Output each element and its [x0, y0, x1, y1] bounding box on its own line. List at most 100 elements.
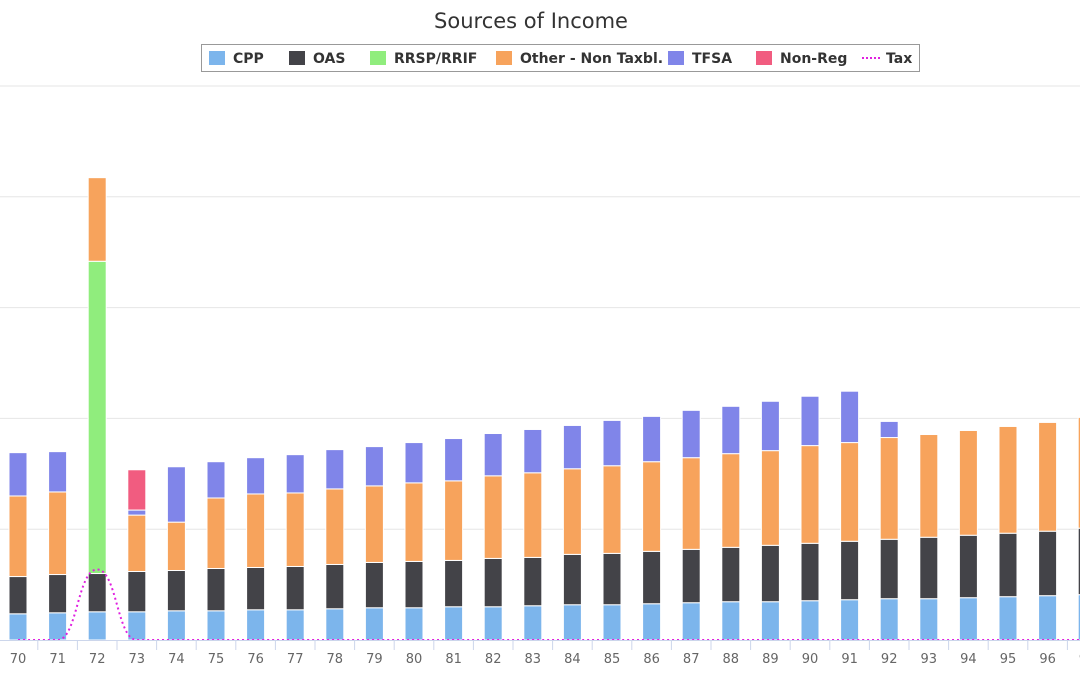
- bar-segment[interactable]: [483, 475, 503, 559]
- bar-segment[interactable]: [879, 538, 899, 600]
- bar-segment[interactable]: [483, 433, 503, 477]
- bar-stack[interactable]: [919, 434, 939, 641]
- bar-segment[interactable]: [404, 442, 424, 484]
- bar-segment[interactable]: [285, 609, 305, 641]
- legend-item[interactable]: Other - Non Taxbl.: [496, 51, 663, 67]
- bar-stack[interactable]: [760, 400, 780, 641]
- bar-segment[interactable]: [166, 569, 186, 612]
- bar-segment[interactable]: [602, 604, 622, 641]
- bar-segment[interactable]: [48, 574, 68, 614]
- bar-segment[interactable]: [87, 260, 107, 575]
- bar-segment[interactable]: [166, 466, 186, 523]
- legend-item[interactable]: Non-Reg: [756, 51, 847, 67]
- bar-segment[interactable]: [483, 606, 503, 641]
- bar-segment[interactable]: [721, 453, 741, 548]
- bar-segment[interactable]: [206, 497, 226, 569]
- bar-segment[interactable]: [998, 532, 1018, 598]
- bar-segment[interactable]: [285, 565, 305, 611]
- bar-segment[interactable]: [562, 424, 582, 470]
- bar-segment[interactable]: [48, 451, 68, 493]
- bar-segment[interactable]: [958, 429, 978, 536]
- bar-stack[interactable]: [87, 177, 107, 641]
- bar-segment[interactable]: [958, 534, 978, 599]
- bar-segment[interactable]: [721, 601, 741, 641]
- bar-segment[interactable]: [127, 611, 147, 641]
- bar-segment[interactable]: [958, 597, 978, 641]
- bar-segment[interactable]: [642, 550, 662, 605]
- legend-item[interactable]: Tax: [862, 51, 912, 67]
- bar-segment[interactable]: [246, 493, 266, 568]
- bar-stack[interactable]: [246, 457, 266, 641]
- bar-segment[interactable]: [602, 419, 622, 467]
- bar-segment[interactable]: [919, 598, 939, 641]
- bar-segment[interactable]: [127, 571, 147, 613]
- bar-segment[interactable]: [800, 445, 820, 544]
- bar-segment[interactable]: [721, 405, 741, 455]
- bar-segment[interactable]: [562, 468, 582, 555]
- bar-stack[interactable]: [800, 395, 820, 641]
- bar-stack[interactable]: [8, 452, 28, 641]
- bar-segment[interactable]: [404, 607, 424, 641]
- legend-item[interactable]: RRSP/RRIF: [370, 51, 477, 67]
- bar-segment[interactable]: [8, 452, 28, 497]
- bar-segment[interactable]: [602, 465, 622, 554]
- bar-segment[interactable]: [1077, 527, 1080, 596]
- bar-segment[interactable]: [840, 540, 860, 601]
- bar-stack[interactable]: [1077, 416, 1080, 641]
- bar-segment[interactable]: [48, 491, 68, 576]
- bar-segment[interactable]: [364, 607, 384, 641]
- bar-segment[interactable]: [642, 415, 662, 463]
- bar-stack[interactable]: [364, 446, 384, 641]
- bar-segment[interactable]: [166, 521, 186, 571]
- bar-segment[interactable]: [760, 601, 780, 641]
- bar-segment[interactable]: [1038, 595, 1058, 641]
- bar-segment[interactable]: [325, 608, 345, 641]
- bar-segment[interactable]: [246, 566, 266, 611]
- bar-segment[interactable]: [1077, 594, 1080, 641]
- bar-segment[interactable]: [364, 446, 384, 487]
- bar-segment[interactable]: [919, 536, 939, 600]
- bar-segment[interactable]: [681, 409, 701, 459]
- legend-item[interactable]: TFSA: [668, 51, 732, 67]
- bar-segment[interactable]: [48, 612, 68, 641]
- bar-stack[interactable]: [325, 449, 345, 641]
- bar-segment[interactable]: [8, 613, 28, 641]
- bar-segment[interactable]: [879, 420, 899, 439]
- bar-segment[interactable]: [87, 611, 107, 641]
- legend[interactable]: CPP OAS RRSP/RRIF Other - Non Taxbl. TFSA Non…: [201, 44, 920, 72]
- bar-segment[interactable]: [127, 509, 147, 516]
- legend-item[interactable]: OAS: [289, 51, 345, 67]
- bar-segment[interactable]: [206, 461, 226, 499]
- bar-stack[interactable]: [879, 420, 899, 641]
- bar-segment[interactable]: [760, 450, 780, 546]
- bar-stack[interactable]: [721, 405, 741, 641]
- bar-segment[interactable]: [879, 437, 899, 540]
- bar-segment[interactable]: [1038, 421, 1058, 532]
- bar-segment[interactable]: [325, 449, 345, 490]
- bar-segment[interactable]: [444, 559, 464, 608]
- bar-segment[interactable]: [8, 576, 28, 615]
- bar-segment[interactable]: [364, 561, 384, 609]
- bar-segment[interactable]: [998, 596, 1018, 641]
- bar-stack[interactable]: [958, 429, 978, 641]
- bar-segment[interactable]: [840, 599, 860, 641]
- bar-stack[interactable]: [562, 424, 582, 641]
- bar-stack[interactable]: [602, 419, 622, 641]
- bar-segment[interactable]: [523, 428, 543, 474]
- bar-segment[interactable]: [206, 567, 226, 612]
- bar-segment[interactable]: [285, 492, 305, 567]
- bar-segment[interactable]: [562, 604, 582, 641]
- bar-segment[interactable]: [642, 603, 662, 641]
- bar-segment[interactable]: [444, 480, 464, 561]
- bar-segment[interactable]: [404, 560, 424, 609]
- bar-stack[interactable]: [444, 438, 464, 641]
- bar-segment[interactable]: [127, 469, 147, 511]
- bar-segment[interactable]: [523, 556, 543, 607]
- bar-segment[interactable]: [444, 606, 464, 641]
- bar-segment[interactable]: [721, 546, 741, 603]
- bar-segment[interactable]: [760, 400, 780, 452]
- bar-segment[interactable]: [998, 425, 1018, 534]
- bar-segment[interactable]: [879, 598, 899, 641]
- bar-segment[interactable]: [444, 438, 464, 482]
- bar-segment[interactable]: [681, 602, 701, 641]
